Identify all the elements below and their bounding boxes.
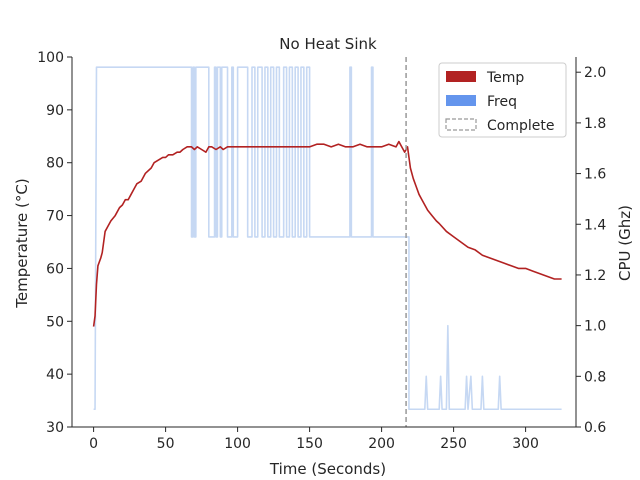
y-tick-label: 70 <box>46 209 64 225</box>
y2-tick-label: 1.6 <box>584 167 606 183</box>
y2-tick-label: 0.6 <box>584 420 606 436</box>
y-tick-label: 100 <box>37 50 64 66</box>
y-tick-label: 30 <box>46 420 64 436</box>
x-tick-label: 250 <box>440 436 467 452</box>
legend-swatch-freq <box>446 95 476 106</box>
x-axis-label: Time (Seconds) <box>269 460 386 478</box>
y2-tick-label: 1.0 <box>584 319 606 335</box>
x-tick-label: 50 <box>157 436 175 452</box>
x-tick-label: 300 <box>512 436 539 452</box>
series-line-temp <box>92 140 562 327</box>
y2-axis-label: CPU (Ghz) <box>616 205 634 281</box>
y-axis-label: Temperature (°C) <box>13 178 31 308</box>
y-tick-label: 40 <box>46 367 64 383</box>
x-tick-label: 200 <box>368 436 395 452</box>
legend-swatch-temp <box>446 71 476 82</box>
legend-label-temp: Temp <box>486 70 524 86</box>
y-tick-label: 60 <box>46 261 64 277</box>
legend-swatch-complete <box>445 118 477 131</box>
y-tick-label: 90 <box>46 103 64 119</box>
y2-tick-label: 1.4 <box>584 217 606 233</box>
legend-label-freq: Freq <box>487 94 517 110</box>
x-tick-label: 0 <box>89 436 98 452</box>
y-tick-label: 80 <box>46 156 64 172</box>
x-tick-label: 150 <box>296 436 323 452</box>
legend-label-complete: Complete <box>487 118 554 134</box>
y2-tick-label: 1.8 <box>584 116 606 132</box>
y-tick-label: 50 <box>46 314 64 330</box>
chart-title: No Heat Sink <box>279 35 377 53</box>
y2-tick-label: 2.0 <box>584 65 606 81</box>
y2-tick-label: 0.8 <box>584 369 606 385</box>
x-tick-label: 100 <box>224 436 251 452</box>
y2-tick-label: 1.2 <box>584 268 606 284</box>
series-line-freq <box>93 66 562 411</box>
